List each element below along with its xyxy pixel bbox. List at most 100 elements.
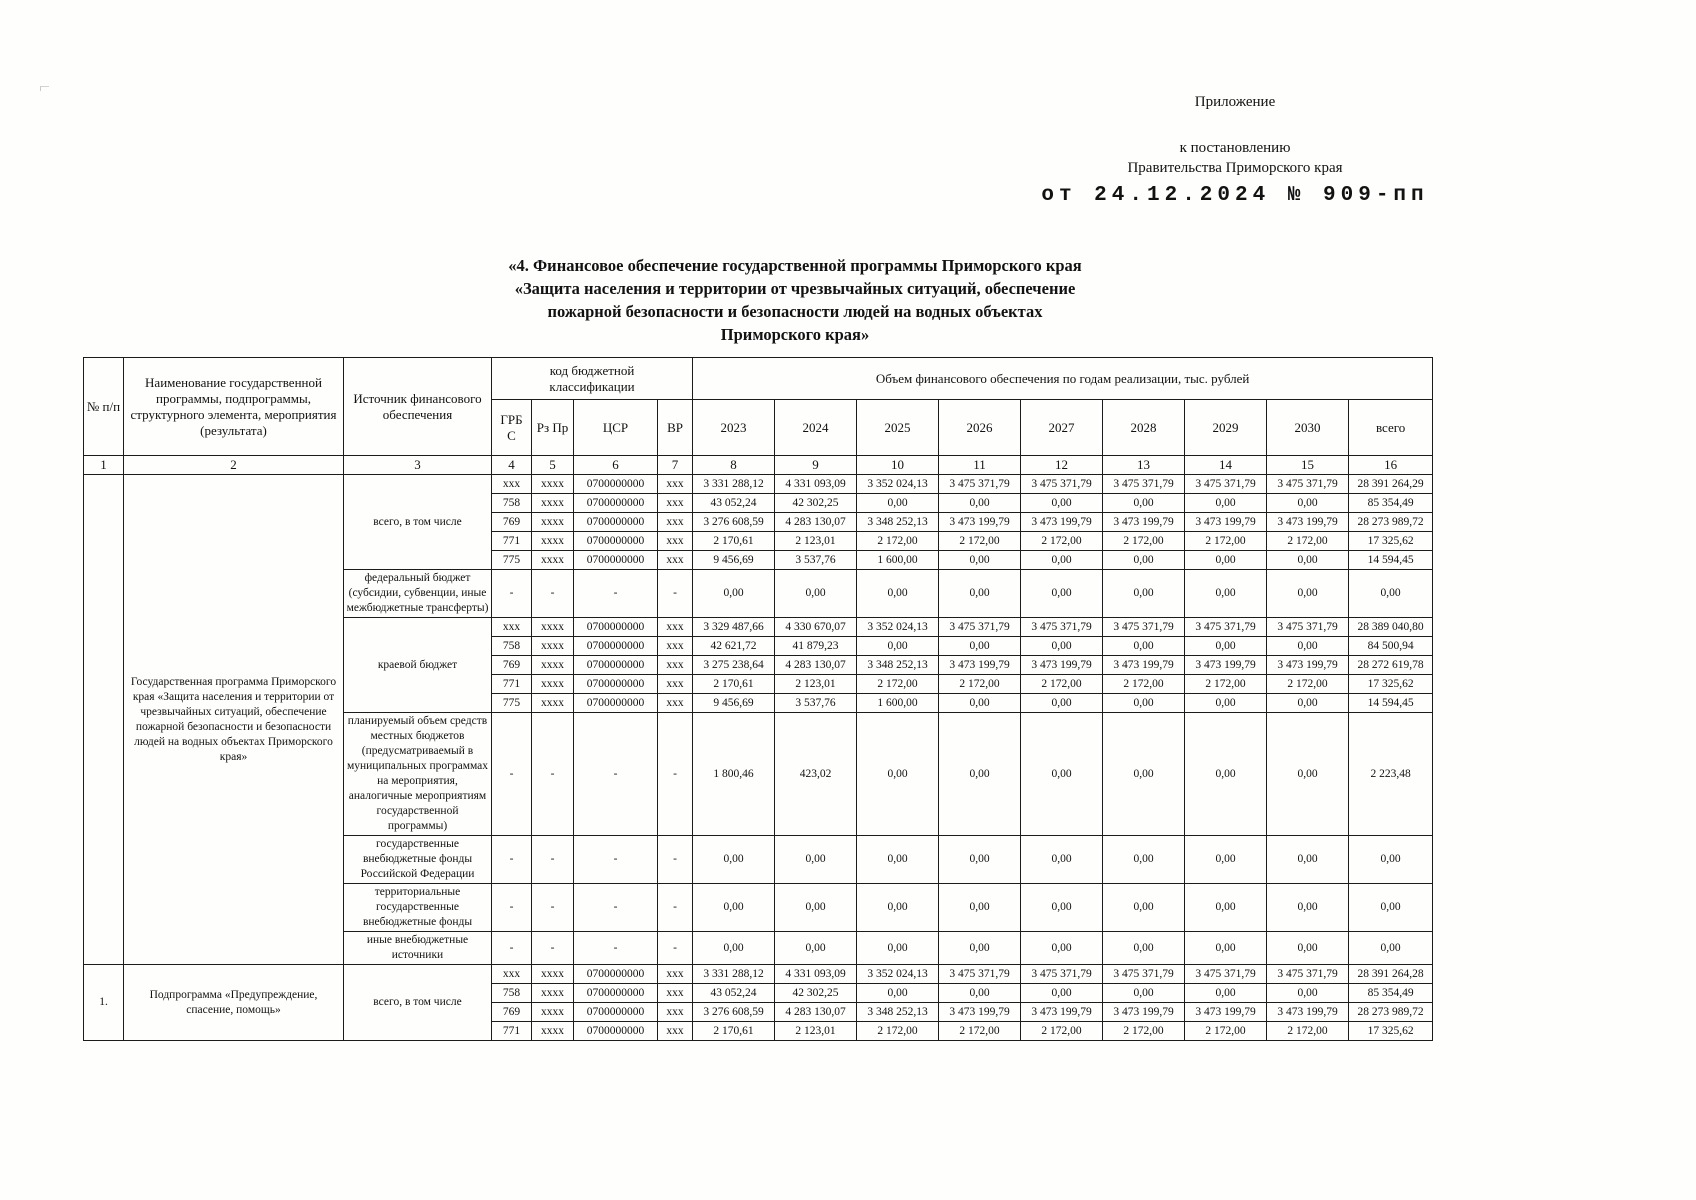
amount-cell: 0,00 — [856, 835, 940, 884]
amount-cell: 0,00 — [1020, 693, 1104, 713]
amount-cell: 1 600,00 — [856, 693, 940, 713]
amount-cell: 3 473 199,79 — [1266, 512, 1350, 532]
amount-cell: 0,00 — [1184, 835, 1268, 884]
budget-code-cell: 0700000000 — [573, 531, 658, 551]
budget-code-cell: - — [491, 569, 532, 618]
col-index: 7 — [656, 455, 694, 475]
amount-cell: 3 348 252,13 — [856, 1002, 940, 1022]
col-index: 9 — [774, 455, 858, 475]
col-header-grbs: ГРБ С — [491, 399, 532, 456]
col-header-total: всего — [1348, 399, 1434, 456]
amount-cell: 0,00 — [1020, 550, 1104, 570]
amount-cell: 0,00 — [1266, 883, 1350, 932]
budget-code-cell: 758 — [491, 636, 532, 656]
amount-cell: 0,00 — [1184, 493, 1268, 513]
appendix-to-resolution: к постановлению — [1179, 140, 1291, 156]
table-row: федеральный бюджет (субсидии, субвенции,… — [84, 569, 1434, 618]
col-index: 5 — [531, 455, 574, 475]
col-header-num: № п/п — [83, 357, 124, 456]
amount-cell: 3 276 608,59 — [692, 1002, 776, 1022]
budget-code-cell: - — [573, 931, 658, 965]
table-row: краевой бюджет xxx xxxx 0700000000 xxx 3 329 … — [84, 617, 1434, 713]
amount-cell: 1 800,46 — [692, 712, 776, 836]
budget-code-cell: - — [531, 835, 574, 884]
amount-cell: 3 475 371,79 — [1184, 617, 1268, 637]
budget-code-cell: xxx — [656, 1002, 694, 1022]
amount-cell: 0,00 — [1020, 983, 1104, 1003]
amount-cell: 3 473 199,79 — [1102, 655, 1186, 675]
scan-artifact — [40, 86, 49, 91]
amount-cell: 3 331 288,12 — [692, 964, 776, 984]
amount-cell: 3 475 371,79 — [1020, 964, 1104, 984]
amount-cell: 0,00 — [1348, 835, 1434, 884]
amount-cell: 0,00 — [1020, 835, 1104, 884]
budget-code-cell: 771 — [491, 1021, 532, 1041]
budget-code-cell: xxx — [491, 474, 532, 494]
table-row: планируемый объем средств местных бюджет… — [84, 712, 1434, 836]
col-header-year-2030: 2030 — [1266, 399, 1350, 456]
amount-cell: 0,00 — [774, 883, 858, 932]
funding-source: всего, в том числе — [343, 964, 492, 1041]
amount-cell: 2 172,00 — [1266, 531, 1350, 551]
amount-cell: 0,00 — [1102, 712, 1186, 836]
amount-cell: 0,00 — [1020, 569, 1104, 618]
amount-cell: 0,00 — [1266, 493, 1350, 513]
amount-cell: 0,00 — [1266, 569, 1350, 618]
amount-cell: 0,00 — [1102, 931, 1186, 965]
budget-code-cell: xxxx — [531, 636, 574, 656]
col-index: 4 — [491, 455, 532, 475]
col-index: 1 — [83, 455, 124, 475]
amount-cell: 2 172,00 — [1102, 674, 1186, 694]
amount-cell: 0,00 — [1266, 835, 1350, 884]
amount-cell: 28 389 040,80 — [1348, 617, 1434, 637]
amount-cell: 28 273 989,72 — [1348, 512, 1434, 532]
amount-cell: 0,00 — [856, 636, 940, 656]
budget-code-cell: 0700000000 — [573, 1002, 658, 1022]
amount-cell: 2 172,00 — [938, 1021, 1022, 1041]
amount-cell: 17 325,62 — [1348, 674, 1434, 694]
amount-cell: 3 475 371,79 — [1102, 617, 1186, 637]
col-index: 12 — [1020, 455, 1104, 475]
budget-code-cell: 771 — [491, 674, 532, 694]
amount-cell: 4 283 130,07 — [774, 655, 858, 675]
amount-cell: 0,00 — [1020, 493, 1104, 513]
amount-cell: 3 473 199,79 — [1184, 655, 1268, 675]
amount-cell: 3 475 371,79 — [938, 617, 1022, 637]
amount-cell: 0,00 — [938, 693, 1022, 713]
col-header-vr: ВР — [656, 399, 694, 456]
col-header-rzpr: Рз Пр — [531, 399, 574, 456]
amount-cell: 0,00 — [1102, 883, 1186, 932]
budget-code-cell: 0700000000 — [573, 550, 658, 570]
amount-cell: 0,00 — [692, 569, 776, 618]
amount-cell: 2 172,00 — [1102, 1021, 1186, 1041]
amount-cell: 0,00 — [938, 712, 1022, 836]
col-index: 6 — [573, 455, 658, 475]
budget-code-cell: - — [531, 931, 574, 965]
amount-cell: 9 456,69 — [692, 693, 776, 713]
budget-code-cell: xxxx — [531, 617, 574, 637]
row-number: 1. — [83, 964, 124, 1041]
amount-cell: 4 331 093,09 — [774, 474, 858, 494]
col-header-year-2029: 2029 — [1184, 399, 1268, 456]
funding-source: иные внебюджетные источники — [343, 931, 492, 965]
table-row: 1. Подпрограмма «Предупреждение, спасение… — [83, 964, 1434, 1041]
amount-cell: 2 172,00 — [1102, 531, 1186, 551]
amount-cell: 3 473 199,79 — [1020, 1002, 1104, 1022]
col-header-year-2023: 2023 — [692, 399, 776, 456]
funding-source: всего, в том числе — [343, 474, 492, 570]
amount-cell: 3 348 252,13 — [856, 512, 940, 532]
budget-code-cell: 0700000000 — [573, 617, 658, 637]
amount-cell: 3 475 371,79 — [938, 964, 1022, 984]
table-row: территориальные государственные внебюдже… — [84, 883, 1434, 932]
budget-code-cell: xxx — [656, 674, 694, 694]
amount-cell: 0,00 — [1020, 636, 1104, 656]
amount-cell: 0,00 — [1266, 712, 1350, 836]
budget-code-cell: - — [531, 712, 574, 836]
program-name: Подпрограмма «Предупреждение, спасение, … — [123, 964, 344, 1041]
amount-cell: 3 537,76 — [774, 693, 858, 713]
col-index: 10 — [856, 455, 940, 475]
budget-code-cell: xxxx — [531, 1002, 574, 1022]
finance-table: № п/п Наименование государственной прогр… — [83, 357, 1434, 1041]
budget-code-cell: xxxx — [531, 550, 574, 570]
amount-cell: 14 594,45 — [1348, 550, 1434, 570]
